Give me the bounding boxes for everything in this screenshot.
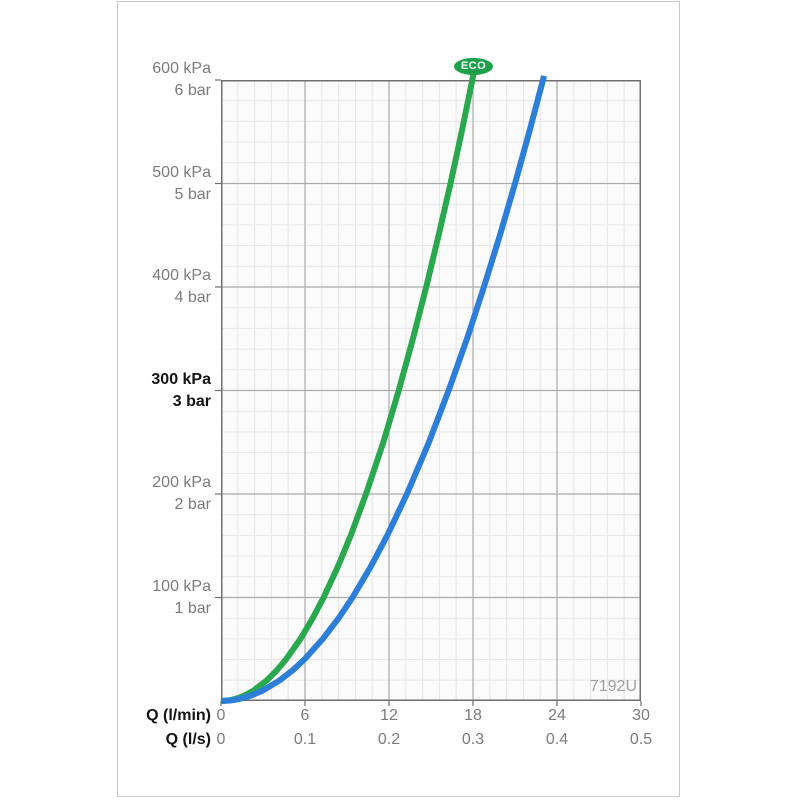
x-tick-lmin-3: 18 <box>464 707 482 724</box>
x-tick-ls-1: 0.1 <box>293 731 317 748</box>
product-code: 7192U <box>589 678 637 695</box>
x-tick-lmin-4: 24 <box>548 707 566 724</box>
x-tick-lmin-1: 6 <box>300 707 310 724</box>
x-tick-ls-4: 0.4 <box>545 731 569 748</box>
y-tick-label-600: 600 kPa 6 bar <box>152 60 211 99</box>
curve-standard <box>220 75 547 704</box>
y-tick-label-200: 200 kPa 2 bar <box>152 474 211 513</box>
x-axis-label-ls: Q (l/s) <box>165 731 211 748</box>
x-tick-ls-0: 0 <box>216 731 226 748</box>
y-tick-label-100: 100 kPa 1 bar <box>152 577 211 617</box>
y-tick-label-300: 300 kPa 3 bar <box>151 370 211 410</box>
curve-eco <box>220 73 477 704</box>
eco-badge-label: ECO <box>460 60 487 72</box>
x-tick-lmin-5: 30 <box>632 707 650 724</box>
x-axis-label-lmin: Q (l/min) <box>146 707 211 724</box>
x-tick-ls-5: 0.5 <box>629 731 653 748</box>
eco-badge: ECO <box>454 58 493 75</box>
y-tick-label-400: 400 kPa 4 bar <box>152 267 211 306</box>
flow-pressure-chart <box>215 73 642 706</box>
x-tick-ls-3: 0.3 <box>461 731 485 748</box>
x-tick-ls-2: 0.2 <box>377 731 401 748</box>
x-tick-lmin-0: 0 <box>216 707 226 724</box>
x-tick-lmin-2: 12 <box>380 707 398 724</box>
y-tick-label-500: 500 kPa 5 bar <box>152 163 211 203</box>
